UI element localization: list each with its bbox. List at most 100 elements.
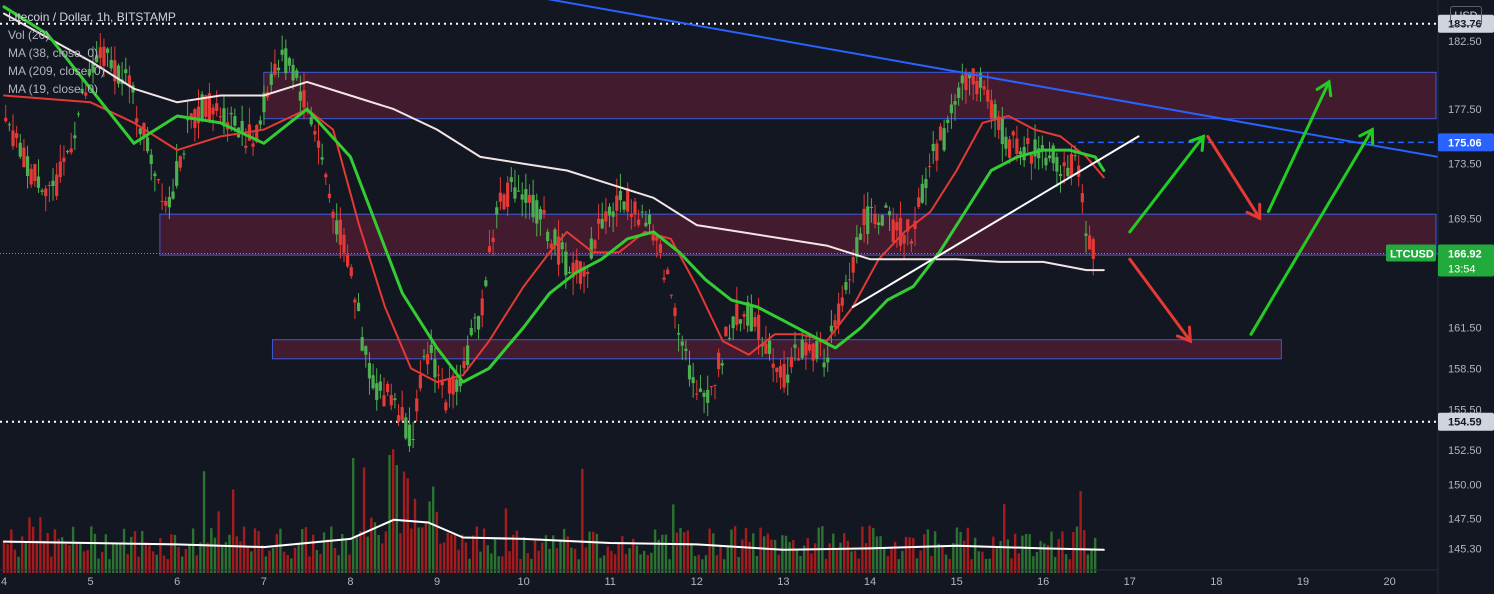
volume-bar — [1017, 553, 1020, 573]
candle-body — [1091, 239, 1095, 259]
volume-bar — [617, 542, 620, 573]
candle-body — [204, 95, 208, 117]
volume-bar — [384, 531, 388, 573]
volume-bar — [555, 548, 559, 573]
candle-body — [778, 365, 783, 378]
volume-bar — [781, 535, 784, 573]
volume-bar — [1057, 538, 1060, 573]
volume-bar — [221, 546, 224, 573]
volume-bar — [813, 543, 817, 573]
volume-bar — [391, 449, 395, 573]
scenario-arrow-head — [1245, 202, 1262, 221]
candle-body — [40, 190, 44, 192]
currency-button[interactable]: USD — [1450, 6, 1482, 26]
candle-body — [542, 210, 546, 214]
candle-body — [629, 213, 633, 218]
volume-bar — [835, 549, 839, 573]
candle-body — [429, 344, 433, 353]
legend-title[interactable]: Litecoin / Dollar, 1h, BITSTAMP — [8, 10, 176, 24]
volume-bar — [788, 542, 791, 573]
candle-body — [738, 319, 743, 324]
volume-bar — [101, 552, 104, 573]
candle-body — [1018, 151, 1023, 155]
candle-body — [73, 135, 77, 139]
volume-bar — [2, 540, 6, 573]
volume-bar — [319, 553, 322, 573]
volume-bar — [442, 542, 446, 573]
candle-body — [11, 130, 15, 147]
candle-body — [735, 303, 739, 325]
candle-body — [731, 316, 735, 329]
volume-bar — [304, 527, 308, 573]
x-tick-label: 15 — [950, 576, 962, 588]
volume-bar — [1050, 531, 1053, 573]
candle-body — [360, 337, 364, 351]
volume-bar — [784, 535, 788, 573]
volume-bar — [217, 511, 220, 573]
candle-body — [877, 222, 881, 226]
volume-bar — [1032, 556, 1035, 573]
candle-body — [767, 340, 772, 354]
candle-body — [436, 374, 441, 376]
candle-body — [564, 251, 568, 276]
volume-bar — [1043, 543, 1046, 573]
volume-bar — [282, 551, 286, 573]
x-tick-label: 4 — [1, 576, 7, 588]
volume-bar — [621, 535, 624, 573]
volume-bar — [901, 550, 904, 573]
volume-bar — [381, 543, 384, 573]
candle-body — [604, 211, 608, 222]
candle-body — [949, 104, 954, 114]
legend-volume[interactable]: Vol (20) — [8, 28, 50, 42]
x-tick-label: 14 — [864, 576, 876, 588]
volume-bar — [181, 556, 184, 573]
candle-body — [611, 211, 615, 217]
candle-body — [662, 277, 666, 280]
candle-body — [309, 117, 313, 125]
candle-body — [840, 297, 844, 306]
legend-ma19[interactable]: MA (19, close, 0) — [8, 82, 99, 96]
legend-ma209[interactable]: MA (209, close, 0) — [8, 64, 105, 78]
candle-body — [851, 257, 855, 273]
candle-body — [273, 63, 277, 75]
candle-body — [76, 113, 81, 115]
volume-bar — [886, 555, 890, 573]
volume-bar — [806, 538, 810, 573]
volume-bar — [653, 529, 657, 573]
volume-bar — [1093, 537, 1097, 573]
scenario-arrow-head — [1315, 79, 1333, 98]
volume-bar — [177, 547, 180, 573]
volume-bar — [875, 536, 879, 573]
candle-body — [647, 214, 652, 225]
volume-bar — [1053, 557, 1057, 573]
volume-bar — [602, 555, 606, 573]
volume-bar — [279, 528, 282, 573]
candle-body — [1004, 136, 1008, 149]
volume-bar — [159, 538, 162, 573]
volume-bar — [941, 544, 944, 573]
volume-bar — [199, 542, 202, 573]
candle-body — [1048, 155, 1052, 159]
volume-bar — [944, 554, 948, 573]
volume-bar — [977, 551, 980, 573]
volume-bar — [948, 558, 951, 573]
volume-bar — [675, 532, 679, 573]
volume-bar — [1010, 558, 1013, 573]
candle-body — [22, 147, 26, 168]
ma209-line — [3, 12, 1105, 272]
volume-bar — [970, 559, 973, 573]
candle-body — [389, 394, 393, 406]
legend-ma38[interactable]: MA (38, close, 0) — [8, 46, 99, 60]
volume-bar — [912, 537, 915, 573]
y-tick-label: 147.50 — [1448, 513, 1482, 525]
candle-body — [509, 177, 513, 182]
candle-body — [244, 145, 248, 148]
volume-bar — [853, 550, 857, 573]
candle-body — [1040, 145, 1044, 152]
candle-body — [615, 195, 619, 211]
volume-bar — [253, 528, 257, 573]
volume-bar — [857, 558, 860, 573]
volume-bar — [79, 543, 82, 573]
volume-bar — [28, 517, 31, 573]
